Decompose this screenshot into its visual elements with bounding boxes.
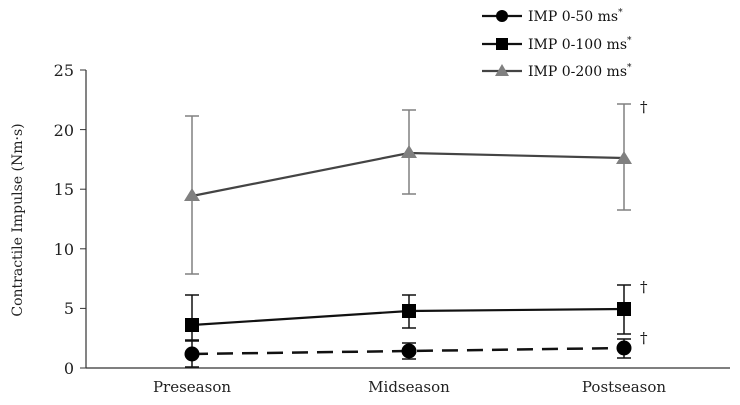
dagger-annotation: †: [640, 98, 648, 116]
triangle-marker: [616, 151, 632, 164]
svg-text:IMP 0-100 ms*: IMP 0-100 ms*: [528, 36, 632, 53]
triangle-icon: [495, 64, 509, 76]
svg-text:IMP 0-200 ms*: IMP 0-200 ms*: [528, 63, 632, 80]
y-axis-title: Contractile Impulse (Nm·s): [10, 123, 26, 316]
circle-icon: [496, 10, 508, 22]
triangle-marker: [401, 145, 417, 158]
legend-item-imp-0-100: IMP 0-100 ms*: [482, 36, 632, 53]
x-category-label: Preseason: [153, 378, 231, 396]
y-tick-label: 10: [54, 240, 74, 259]
square-marker: [402, 304, 416, 318]
y-tick-label: 15: [54, 180, 74, 199]
square-marker: [617, 302, 631, 316]
x-category-label: Midseason: [368, 378, 450, 396]
circle-marker: [184, 346, 200, 362]
square-marker: [185, 318, 199, 332]
triangle-marker: [184, 188, 200, 201]
series-imp-0-200: †: [184, 98, 648, 275]
series-imp-0-100: †: [185, 278, 648, 341]
x-category-label: Postseason: [582, 378, 666, 396]
legend: IMP 0-50 ms* IMP 0-100 ms* IMP 0-200 ms*: [482, 8, 632, 80]
dagger-annotation: †: [640, 278, 648, 296]
svg-text:IMP 0-50 ms*: IMP 0-50 ms*: [528, 8, 623, 25]
y-ticks: 0 5 10 15 20 25: [54, 61, 86, 378]
series-imp-0-50: †: [184, 329, 648, 368]
y-tick-label: 0: [64, 359, 74, 378]
y-tick-label: 20: [54, 121, 74, 140]
dagger-annotation: †: [640, 329, 648, 347]
y-tick-label: 5: [64, 299, 74, 318]
circle-marker: [401, 343, 417, 359]
legend-item-imp-0-50: IMP 0-50 ms*: [482, 8, 623, 25]
square-icon: [496, 38, 508, 50]
circle-marker: [616, 340, 632, 356]
legend-item-imp-0-200: IMP 0-200 ms*: [482, 63, 632, 80]
y-tick-label: 25: [54, 61, 74, 80]
